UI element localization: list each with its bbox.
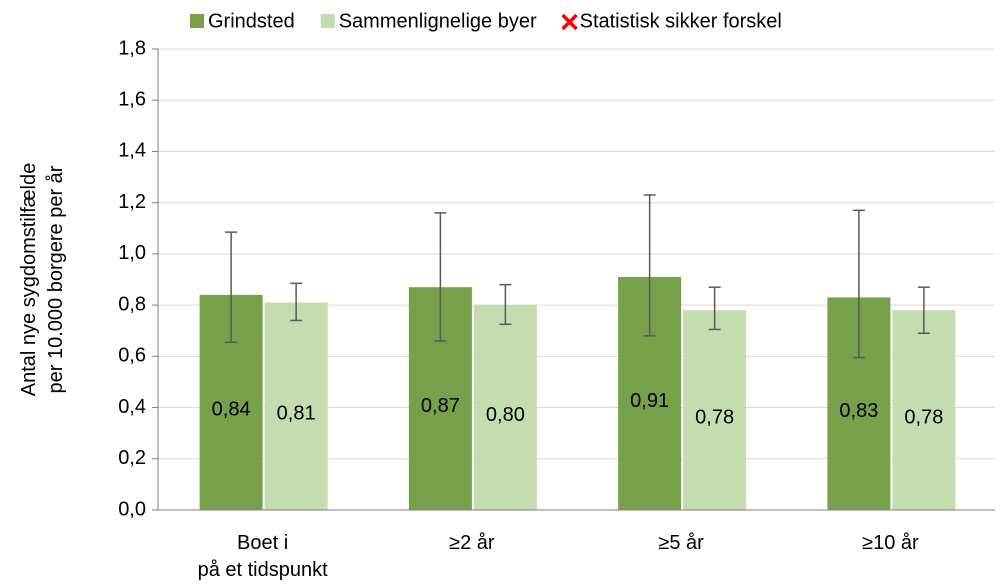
data-label: 0,84 [212,399,251,421]
legend-swatch [190,14,204,28]
y-tick-label: 1,0 [118,242,146,264]
data-label: 0,78 [695,406,734,428]
bar [264,302,328,510]
bar [473,305,537,510]
legend-label: Grindsted [208,10,295,32]
x-tick-label-line: på et tidspunkt [198,559,329,581]
legend-swatch [320,14,335,28]
y-axis-label-line: per 10.000 borgere per år [45,165,67,393]
data-label: 0,81 [277,403,316,425]
legend-label: Sammenlignelige byer [339,10,537,32]
y-tick-label: 0,0 [118,498,146,520]
bar [892,310,956,510]
y-tick-label: 1,6 [118,89,146,111]
x-tick-label-line: ≥2 år [449,532,495,554]
x-tick-label: Boet i på et tidspunkt [198,532,329,581]
y-tick-label: 0,6 [118,345,146,367]
legend-label: Statistisk sikker forskel [580,10,782,32]
y-tick-label: 0,8 [118,293,146,315]
data-label: 0,78 [904,406,943,428]
legend-marker [561,13,578,31]
y-tick-label: 1,4 [118,140,146,162]
x-tick-label-line: ≥10 år [862,532,919,554]
x-tick-label-line: ≥5 år [658,532,704,554]
x-tick-label: ≥5 år [658,532,704,554]
x-tick-label-line: Boet i [237,532,288,554]
data-label: 0,91 [630,390,669,412]
y-axis-label: Antal nye sygdomstilfælde per 10.000 borg… [18,163,67,396]
data-label: 0,80 [486,404,525,426]
bar [683,310,747,510]
y-tick-label: 1,2 [118,191,146,213]
y-tick-label: 0,2 [118,447,146,469]
x-tick-label: ≥10 år [862,532,919,554]
data-label: 0,87 [421,395,460,417]
data-label: 0,83 [839,400,878,422]
x-tick-label: ≥2 år [449,532,495,554]
y-tick-label: 0,4 [118,396,146,418]
y-tick-label: 1,8 [118,37,146,59]
y-axis-label-line: Antal nye sygdomstilfælde [18,163,40,396]
